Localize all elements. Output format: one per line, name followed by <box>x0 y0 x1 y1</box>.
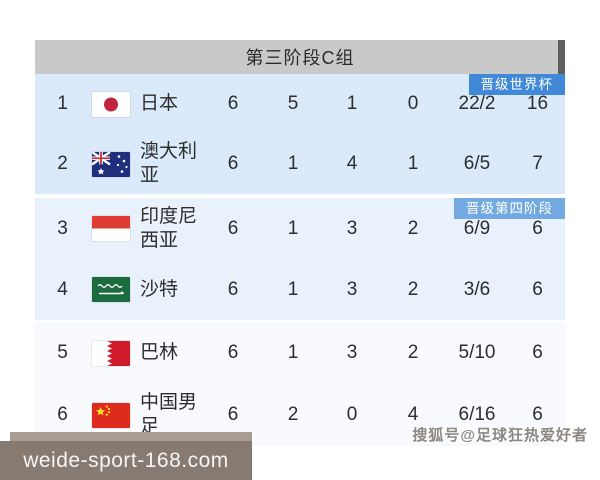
team-name: 中国男足 <box>140 392 198 437</box>
points: 6 <box>532 404 543 425</box>
played: 6 <box>227 404 239 425</box>
site-watermark-strip <box>10 432 252 441</box>
rank: 1 <box>57 93 68 114</box>
won: 1 <box>287 153 299 174</box>
flag-indonesia-icon <box>90 216 132 241</box>
zone-eliminated: 5 巴林 6 1 3 2 5/10 6 6 <box>35 322 565 446</box>
zone-world-cup: 晋级世界杯 1 日本 6 5 1 0 22/2 16 2 <box>35 74 565 194</box>
table-row: 6 中国男足 6 2 0 4 6/16 6 <box>35 384 565 446</box>
zone-fourth-stage: 晋级第四阶段 3 印度尼西亚 6 1 3 2 6/9 6 4 <box>35 198 565 320</box>
points: 16 <box>526 93 549 114</box>
lost: 0 <box>407 93 419 114</box>
rank: 4 <box>57 278 68 300</box>
rank: 5 <box>57 342 68 363</box>
rank: 2 <box>57 153 68 174</box>
played: 6 <box>227 217 239 239</box>
team-name: 澳大利亚 <box>140 141 198 186</box>
drawn: 3 <box>346 278 358 300</box>
goals: 5/10 <box>458 342 496 363</box>
site-watermark: weide-sport-168.com <box>0 432 252 480</box>
points: 6 <box>532 278 543 300</box>
won: 5 <box>287 93 299 114</box>
goals: 6/16 <box>458 404 496 425</box>
won: 1 <box>287 217 299 239</box>
goals: 6/5 <box>463 153 491 174</box>
table-row: 3 印度尼西亚 6 1 3 2 6/9 6 <box>35 198 565 259</box>
scrollbar-thumb[interactable] <box>558 40 565 85</box>
team-name: 巴林 <box>140 342 179 364</box>
flag-bahrain-icon <box>90 340 132 366</box>
standings-table: 第三阶段C组 晋级世界杯 1 日本 6 5 1 0 22/2 16 2 <box>35 40 565 446</box>
rank: 6 <box>57 404 68 425</box>
won: 2 <box>287 404 299 425</box>
table-row: 1 日本 6 5 1 0 22/2 16 <box>35 74 565 134</box>
world-cup-badge: 晋级世界杯 <box>468 74 565 95</box>
rank: 3 <box>57 217 68 239</box>
won: 1 <box>287 278 299 300</box>
drawn: 4 <box>346 153 358 174</box>
team-name: 日本 <box>140 93 179 115</box>
points: 6 <box>532 217 543 239</box>
played: 6 <box>227 153 239 174</box>
group-title-bar: 第三阶段C组 <box>35 40 565 74</box>
group-title: 第三阶段C组 <box>245 48 355 68</box>
drawn: 3 <box>346 217 358 239</box>
flag-japan-icon <box>90 91 132 117</box>
goals: 3/6 <box>463 278 491 300</box>
table-row: 2 <box>35 134 565 194</box>
played: 6 <box>227 278 239 300</box>
lost: 2 <box>407 278 419 300</box>
lost: 2 <box>407 217 419 239</box>
fourth-stage-badge: 晋级第四阶段 <box>454 198 565 219</box>
site-watermark-box: weide-sport-168.com <box>0 441 252 480</box>
drawn: 3 <box>346 342 358 363</box>
points: 6 <box>532 342 543 363</box>
played: 6 <box>227 342 239 363</box>
flag-australia-icon <box>90 151 132 177</box>
team-name: 印度尼西亚 <box>140 205 198 251</box>
lost: 1 <box>407 153 419 174</box>
lost: 2 <box>407 342 419 363</box>
goals: 22/2 <box>458 93 496 114</box>
flag-china-icon <box>90 402 132 428</box>
won: 1 <box>287 342 299 363</box>
drawn: 1 <box>346 93 358 114</box>
team-name: 沙特 <box>140 278 179 300</box>
played: 6 <box>227 93 239 114</box>
drawn: 0 <box>346 404 358 425</box>
table-row: 5 巴林 6 1 3 2 5/10 6 <box>35 322 565 384</box>
site-watermark-text: weide-sport-168.com <box>23 448 229 472</box>
lost: 4 <box>407 404 419 425</box>
points: 7 <box>532 153 543 174</box>
flag-saudi-arabia-icon <box>90 277 132 302</box>
table-row: 4 沙特 6 1 3 2 3/6 6 <box>35 259 565 320</box>
goals: 6/9 <box>463 217 491 239</box>
sohu-author-watermark: 搜狐号@足球狂热爱好者 <box>412 427 588 444</box>
